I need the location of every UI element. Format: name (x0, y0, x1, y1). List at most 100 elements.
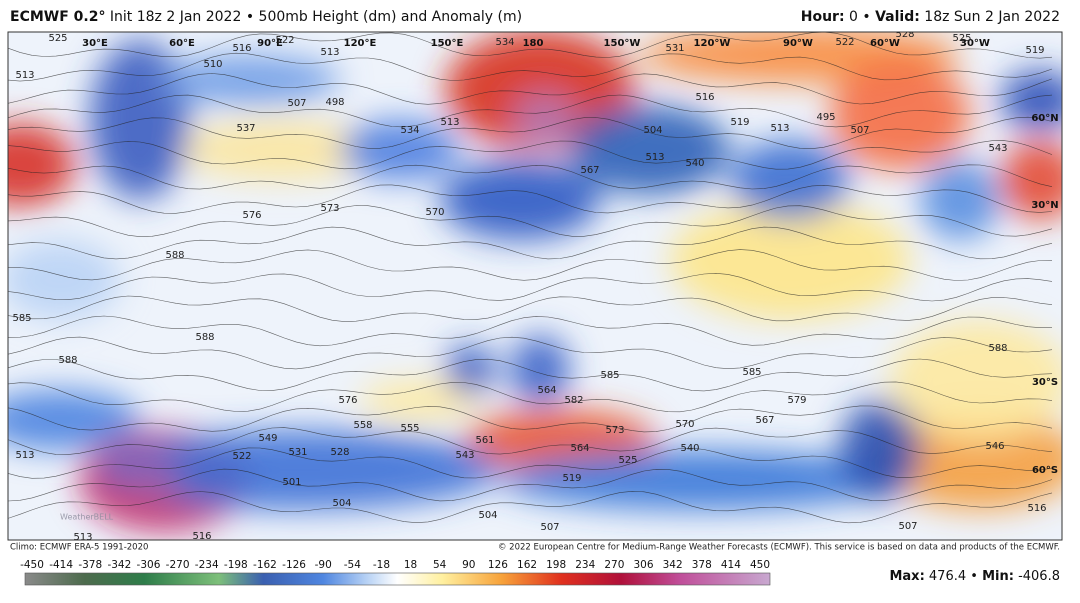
contour-label: 528 (330, 447, 349, 458)
anomaly-blob (920, 160, 1000, 240)
contour-label: 519 (730, 117, 749, 128)
latitude-label: 30°S (1032, 377, 1058, 388)
longitude-label: 150°W (604, 38, 641, 49)
contours (8, 32, 1053, 524)
contour-label: 525 (952, 33, 971, 44)
contour-line (8, 336, 1053, 370)
contour-line (8, 226, 1053, 260)
contour-line (8, 140, 1053, 170)
model-name: ECMWF 0.2° Init 18z 2 Jan 2022 • 500mb H… (10, 9, 522, 25)
anomaly-blob (730, 140, 850, 220)
longitude-label: 150°E (431, 38, 464, 49)
contour-label: 507 (850, 125, 869, 136)
contour-label: 522 (232, 451, 251, 462)
colorbar-tick-label: 90 (462, 559, 475, 571)
anomaly-blob (440, 160, 600, 240)
anomaly-blob (8, 240, 120, 320)
contour-label: 507 (540, 522, 559, 533)
colorbar-tick-label: 54 (433, 559, 447, 571)
contour-label: 537 (236, 123, 255, 134)
contour-line (8, 272, 1053, 302)
colorbar-tick-label: -18 (373, 559, 390, 571)
contour-label: 543 (988, 143, 1007, 154)
longitude-label: 120°E (344, 38, 377, 49)
colorbar-tick-label: -342 (107, 559, 131, 571)
contour-label: 525 (48, 33, 67, 44)
contour-label: 513 (15, 450, 34, 461)
anomaly-blob (100, 430, 500, 510)
colorbar-tick-label: 342 (663, 559, 683, 571)
contour-label: 567 (755, 415, 774, 426)
contour-line (8, 73, 1053, 105)
copyright: © 2022 European Centre for Medium-Range … (498, 543, 1060, 553)
contour-line (8, 358, 1053, 392)
colorbar-tick-label: 306 (633, 559, 653, 571)
contour-label: 528 (895, 29, 914, 40)
colorbar-tick-label: -378 (78, 559, 102, 571)
longitude-label: 60°E (169, 38, 195, 49)
anomaly-blob (670, 200, 910, 320)
anomaly-blob (360, 380, 480, 420)
contour-label: 585 (600, 370, 619, 381)
contour-label: 504 (332, 498, 351, 509)
anomaly-blob (340, 120, 460, 180)
anomaly-blob (1000, 70, 1062, 130)
contour-label: 498 (325, 97, 344, 108)
anomaly-blob (840, 400, 920, 500)
contour-line (8, 381, 1053, 413)
longitude-label: 30°E (82, 38, 108, 49)
contour-label: 510 (203, 59, 222, 70)
contour-label: 576 (242, 210, 261, 221)
anomaly-blob (880, 410, 1062, 510)
longitude-label: 180 (523, 38, 544, 49)
contour-line (8, 295, 1053, 322)
contour-label: 585 (742, 367, 761, 378)
contour-label: 501 (282, 477, 301, 488)
longitude-label: 60°W (870, 38, 900, 49)
contour-label: 555 (400, 423, 419, 434)
colorbar-tick-label: 18 (404, 559, 417, 571)
colorbar-tick-label: -162 (253, 559, 277, 571)
anomaly-blob (180, 120, 380, 180)
contour-line (8, 52, 1053, 82)
contour-label: 576 (338, 395, 357, 406)
anomaly-field (8, 32, 1062, 530)
contour-label: 522 (835, 37, 854, 48)
contour-label: 513 (320, 47, 339, 58)
contour-label: 513 (645, 152, 664, 163)
contour-label: 525 (618, 455, 637, 466)
colorbar-tick-label: -198 (224, 559, 248, 571)
colorbar-tick-label: -126 (282, 559, 306, 571)
contour-line (8, 249, 1053, 281)
contour-label: 561 (475, 435, 494, 446)
colorbar-tick-label: 414 (721, 559, 741, 571)
contour-line (8, 447, 1053, 479)
contour-label: 564 (570, 443, 589, 454)
contour-label: 516 (1027, 503, 1046, 514)
contour-label: 588 (988, 343, 1007, 354)
contour-line (8, 32, 1053, 59)
contour-label: 507 (898, 521, 917, 532)
anomaly-blob (510, 335, 570, 405)
colorbar-tick-label: 270 (604, 559, 624, 571)
longitude-label: 90°W (783, 38, 813, 49)
latitude-label: 60°S (1032, 465, 1058, 476)
colorbar-tick-label: -414 (49, 559, 73, 571)
anomaly-blob (160, 55, 340, 105)
anomaly-blob (8, 390, 140, 450)
contour-line (8, 94, 1053, 128)
colorbar-tick-label: -54 (344, 559, 361, 571)
anomaly-blob (445, 32, 635, 150)
map-frame (7, 31, 1063, 541)
contour-line (8, 164, 1053, 190)
contour-line (8, 184, 1053, 214)
longitude-label: 90°E (257, 38, 283, 49)
contour-label: 531 (665, 43, 684, 54)
contour-label: 564 (537, 385, 556, 396)
colorbar-tick-label: 378 (692, 559, 712, 571)
contour-label: 534 (400, 125, 419, 136)
max-min: Max: 476.4 • Min: -406.8 (889, 569, 1060, 584)
climo-note: Climo: ECMWF ERA-5 1991-2020 (10, 543, 148, 553)
contour-label: 522 (275, 35, 294, 46)
